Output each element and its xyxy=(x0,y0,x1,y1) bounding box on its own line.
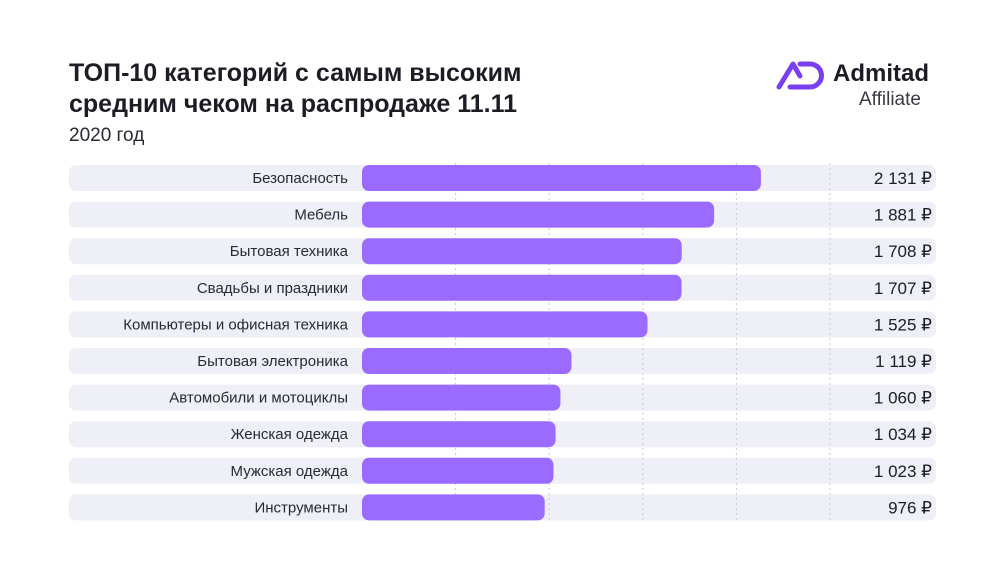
category-label: Женская одежда xyxy=(231,426,349,443)
value-label: 1 034 ₽ xyxy=(874,425,932,444)
value-label: 1 881 ₽ xyxy=(874,206,932,225)
value-label: 2 131 ₽ xyxy=(874,169,932,188)
category-label: Мебель xyxy=(294,207,348,224)
brand-name: Admitad xyxy=(833,60,929,87)
chart-title-line-2: средним чеком на распродаже 11.11 xyxy=(69,90,517,118)
chart-title: ТОП-10 категорий с самым высоким средним… xyxy=(69,58,629,120)
category-label: Свадьбы и праздники xyxy=(197,280,348,297)
category-label: Инструменты xyxy=(254,499,348,516)
value-label: 1 119 ₽ xyxy=(875,352,932,371)
brand-logo: Admitad Affiliate xyxy=(776,58,946,114)
value-label: 1 060 ₽ xyxy=(874,389,932,408)
bar xyxy=(362,421,556,448)
bar xyxy=(362,384,561,411)
value-label: 1 708 ₽ xyxy=(874,242,932,261)
bar xyxy=(362,348,572,374)
bar xyxy=(362,274,682,301)
value-label: 1 023 ₽ xyxy=(874,462,932,481)
category-label: Безопасность xyxy=(252,170,348,187)
category-label: Бытовая электроника xyxy=(197,353,348,370)
category-label: Компьютеры и офисная техника xyxy=(123,316,348,333)
bar xyxy=(362,494,545,521)
bar xyxy=(362,311,648,338)
category-label: Мужская одежда xyxy=(231,463,349,480)
chart-title-line-1: ТОП-10 категорий с самым высоким xyxy=(69,59,522,87)
bar xyxy=(362,238,682,265)
bar xyxy=(362,201,715,228)
brand-sub: Affiliate xyxy=(859,89,921,110)
value-label: 976 ₽ xyxy=(888,498,932,517)
chart-subtitle: 2020 год xyxy=(69,125,145,146)
category-label: Бытовая техника xyxy=(230,243,349,260)
value-label: 1 525 ₽ xyxy=(874,315,932,334)
value-label: 1 707 ₽ xyxy=(874,279,932,298)
category-label: Автомобили и мотоциклы xyxy=(169,390,348,407)
admitad-logo-icon xyxy=(776,61,824,90)
bar xyxy=(362,165,761,191)
bar xyxy=(362,457,554,484)
